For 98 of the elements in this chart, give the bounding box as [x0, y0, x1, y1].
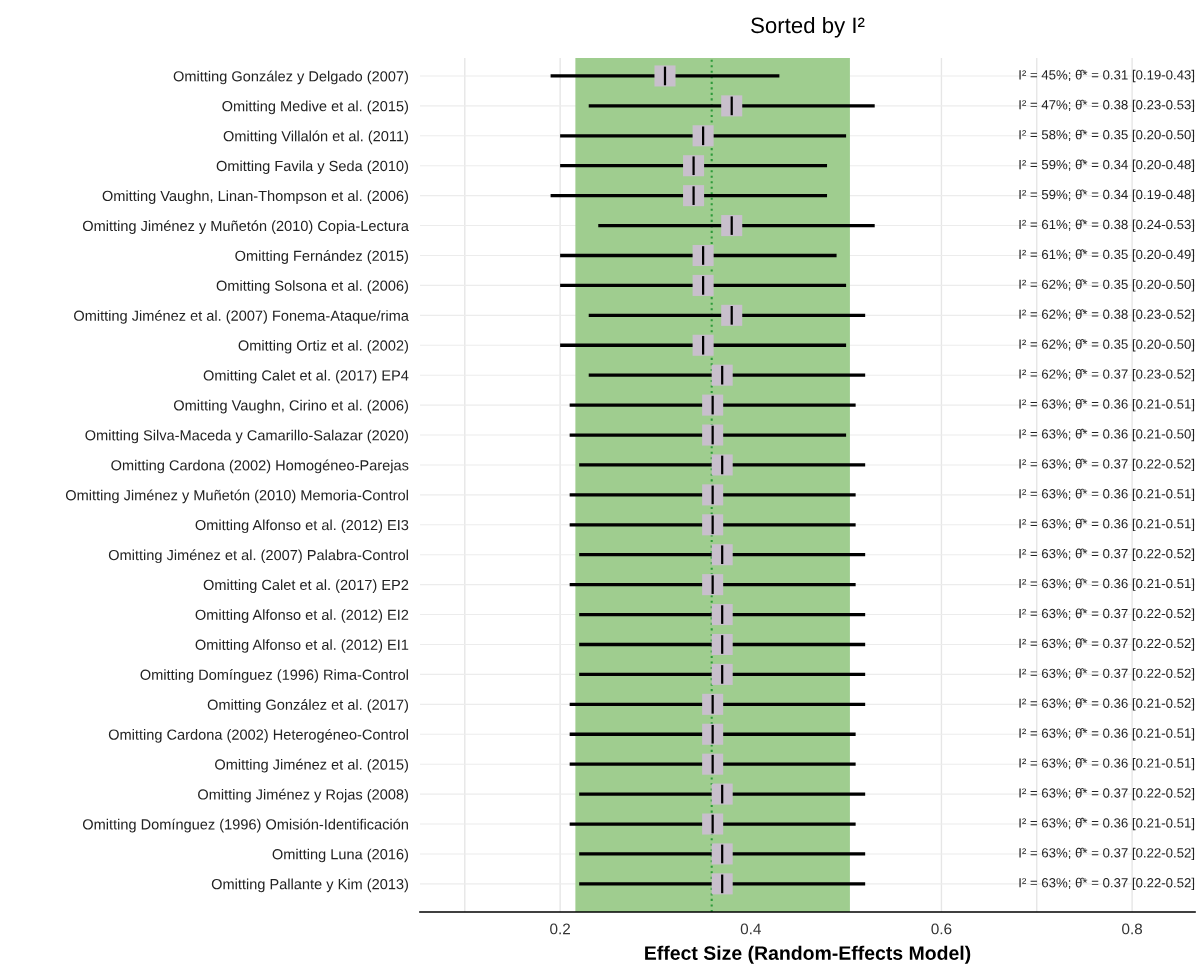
- y-tick-label: Omitting Pallante y Kim (2013): [211, 878, 408, 893]
- annotation: I² = 58%; θ̂* = 0.35 [0.20-0.50]: [1019, 129, 1195, 142]
- x-tick-label: 0.8: [1122, 923, 1143, 935]
- annotation: I² = 63%; θ̂* = 0.37 [0.22-0.52]: [1019, 668, 1195, 681]
- y-tick-label: Omitting Jiménez y Muñetón (2010) Memoria-Control: [65, 489, 408, 504]
- y-tick-label: Omitting Jiménez y Rojas (2008): [198, 788, 408, 803]
- annotation: I² = 63%; θ̂* = 0.37 [0.22-0.52]: [1019, 608, 1195, 621]
- annotation: I² = 62%; θ̂* = 0.38 [0.23-0.52]: [1019, 309, 1195, 322]
- annotation: I² = 63%; θ̂* = 0.36 [0.21-0.51]: [1019, 758, 1195, 771]
- point: [721, 304, 743, 326]
- annotation: I² = 63%; θ̂* = 0.37 [0.22-0.52]: [1019, 787, 1195, 801]
- y-tick-label: Omitting Calet et al. (2017) EP4: [203, 369, 409, 384]
- y-tick-label: Omitting Domínguez (1996) Omisión-Identificación: [82, 818, 408, 833]
- annotation: I² = 63%; θ̂* = 0.36 [0.21-0.51]: [1019, 728, 1195, 741]
- bar: [569, 822, 856, 826]
- annotation: I² = 45%; θ̂* = 0.31 [0.19-0.43]: [1019, 69, 1195, 83]
- point: [711, 604, 733, 626]
- point: [702, 424, 724, 446]
- point: [711, 364, 733, 386]
- annotation: I² = 63%; θ̂* = 0.37 [0.22-0.52]: [1019, 638, 1195, 651]
- annotation: I² = 63%; θ̂* = 0.37 [0.22-0.52]: [1019, 548, 1195, 561]
- y-tick-label: Omitting Jiménez et al. (2015): [215, 758, 408, 773]
- point: [702, 484, 724, 506]
- point: [702, 394, 724, 416]
- annotation: I² = 47%; θ̂* = 0.38 [0.23-0.53]: [1019, 99, 1195, 113]
- y-tick-label: Omitting Solsona et al. (2006): [216, 280, 408, 294]
- point: [711, 663, 733, 685]
- y-tick-label: Omitting Medive et al. (2015): [222, 100, 408, 115]
- annotation: I² = 63%; θ̂* = 0.36 [0.21-0.50]: [1019, 428, 1195, 442]
- y-tick-label: Omitting González y Delgado (2007): [173, 70, 408, 85]
- annotation: I² = 62%; θ̂* = 0.37 [0.23-0.52]: [1019, 369, 1195, 382]
- y-tick-label: Omitting Alfonso et al. (2012) EI2: [195, 609, 409, 623]
- y-tick-label: Omitting Jiménez y Muñetón (2010) Copia-Lectura: [82, 220, 409, 234]
- annotation: I² = 63%; θ̂* = 0.36 [0.21-0.51]: [1019, 817, 1195, 831]
- annotation: I² = 62%; θ̂* = 0.35 [0.20-0.50]: [1019, 339, 1195, 352]
- annotation: I² = 59%; θ̂* = 0.34 [0.20-0.48]: [1019, 159, 1195, 172]
- point: [702, 723, 724, 745]
- point: [692, 334, 714, 356]
- annotation: I² = 62%; θ̂* = 0.35 [0.20-0.50]: [1019, 279, 1195, 292]
- annotation: I² = 61%; θ̂* = 0.35 [0.20-0.49]: [1019, 249, 1195, 262]
- y-tick-label: Omitting Ortiz et al. (2002): [238, 339, 408, 354]
- point: [711, 633, 733, 656]
- x-axis-title: Effect Size (Random-Effects Model): [645, 945, 971, 964]
- x-tick-label: 0.2: [550, 923, 570, 935]
- annotation: I² = 59%; θ̂* = 0.34 [0.19-0.48]: [1019, 189, 1195, 202]
- annotation: I² = 63%; θ̂* = 0.36 [0.21-0.51]: [1019, 488, 1195, 502]
- point: [702, 514, 724, 536]
- y-tick-label: Omitting Alfonso et al. (2012) EI3: [195, 519, 409, 534]
- point: [692, 244, 714, 267]
- y-tick-label: Omitting Calet et al. (2017) EP2: [203, 579, 409, 593]
- bar: [569, 433, 847, 437]
- point: [702, 753, 724, 775]
- point: [721, 215, 743, 237]
- y-tick-label: Omitting Jiménez et al. (2007) Palabra-Control: [108, 549, 408, 564]
- bar: [550, 74, 780, 78]
- bar: [579, 852, 866, 856]
- annotation: I² = 63%; θ̂* = 0.37 [0.22-0.52]: [1019, 458, 1195, 472]
- y-tick-label: Omitting Vaughn, Cirino et al. (2006): [173, 399, 408, 414]
- bar: [579, 792, 866, 796]
- point: [702, 693, 724, 715]
- annotation: I² = 63%; θ̂* = 0.36 [0.21-0.51]: [1019, 518, 1195, 531]
- point: [702, 574, 724, 596]
- point: [711, 843, 733, 865]
- annotation: I² = 63%; θ̂* = 0.37 [0.22-0.52]: [1019, 847, 1195, 861]
- point: [711, 783, 733, 805]
- point: [702, 813, 724, 835]
- x-tick-label: 0.6: [931, 923, 952, 935]
- point: [711, 873, 733, 895]
- annotation: I² = 63%; θ̂* = 0.37 [0.22-0.52]: [1019, 877, 1195, 891]
- point: [654, 65, 676, 87]
- annotation: I² = 63%; θ̂* = 0.36 [0.21-0.51]: [1019, 578, 1195, 591]
- y-tick-label: Omitting Favila y Seda (2010): [216, 160, 408, 175]
- y-tick-label: Omitting Villalón et al. (2011): [223, 130, 408, 145]
- y-tick-label: Omitting Alfonso et al. (2012) EI1: [195, 639, 409, 653]
- point: [711, 544, 733, 566]
- y-tick-label: Omitting Domínguez (1996) Rima-Control: [140, 669, 408, 683]
- y-tick-label: Omitting Silva-Maceda y Camarillo-Salazar (2020): [85, 429, 408, 444]
- y-tick-label: Omitting Vaughn, Linan-Thompson et al. (2006): [102, 190, 409, 204]
- point: [692, 125, 714, 147]
- bar: [569, 493, 856, 497]
- point: [721, 95, 743, 117]
- y-tick-label: Omitting Luna (2016): [272, 848, 408, 863]
- annotation: I² = 63%; θ̂* = 0.36 [0.21-0.51]: [1019, 398, 1195, 412]
- chart-title: Sorted by I²: [751, 16, 865, 38]
- annotation: I² = 63%; θ̂* = 0.36 [0.21-0.52]: [1019, 698, 1195, 711]
- bar: [579, 882, 866, 886]
- bar: [569, 403, 856, 407]
- y-tick-label: Omitting Jiménez et al. (2007) Fonema-Ataque/rima: [74, 309, 409, 324]
- annotation: I² = 61%; θ̂* = 0.38 [0.24-0.53]: [1019, 219, 1195, 232]
- x-tick-label: 0.4: [740, 923, 761, 935]
- y-tick-label: Omitting Fernández (2015): [235, 250, 408, 264]
- point: [711, 454, 733, 476]
- y-tick-label: Omitting González et al. (2017): [207, 698, 408, 713]
- point: [692, 274, 714, 296]
- bar: [588, 104, 875, 108]
- bar: [579, 463, 866, 467]
- y-tick-label: Omitting Cardona (2002) Homogéneo-Parejas: [111, 459, 409, 474]
- y-tick-label: Omitting Cardona (2002) Heterogéneo-Control: [108, 728, 408, 743]
